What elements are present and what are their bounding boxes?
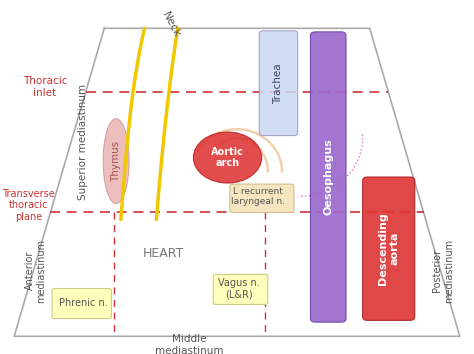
- Text: HEART: HEART: [143, 247, 184, 259]
- Text: Middle
mediastinum: Middle mediastinum: [155, 334, 224, 354]
- Text: Anterior
mediastinum: Anterior mediastinum: [25, 239, 46, 303]
- Text: Descending
aorta: Descending aorta: [378, 212, 400, 285]
- Circle shape: [193, 132, 262, 183]
- Text: Vagus n.
(L&R): Vagus n. (L&R): [219, 278, 260, 299]
- Text: Thymus: Thymus: [111, 141, 121, 182]
- Text: Transverse
thoracic
plane: Transverse thoracic plane: [2, 189, 55, 222]
- Text: Thoracic
inlet: Thoracic inlet: [23, 76, 67, 98]
- FancyBboxPatch shape: [213, 274, 268, 304]
- Text: Neck: Neck: [160, 10, 182, 39]
- Text: Superior mediastinum: Superior mediastinum: [78, 84, 88, 200]
- FancyBboxPatch shape: [363, 177, 415, 320]
- FancyBboxPatch shape: [259, 31, 298, 136]
- Text: Posterior
mediastinum: Posterior mediastinum: [432, 239, 454, 303]
- Text: Trachea: Trachea: [273, 63, 283, 103]
- Text: Aortic
arch: Aortic arch: [211, 147, 244, 169]
- FancyBboxPatch shape: [52, 289, 111, 319]
- FancyBboxPatch shape: [230, 184, 294, 212]
- Ellipse shape: [103, 119, 129, 204]
- Text: L recurrent
laryngeal n.: L recurrent laryngeal n.: [231, 187, 285, 206]
- Text: Oesophagus: Oesophagus: [323, 139, 333, 215]
- FancyBboxPatch shape: [310, 32, 346, 322]
- Text: Phrenic n.: Phrenic n.: [59, 298, 107, 308]
